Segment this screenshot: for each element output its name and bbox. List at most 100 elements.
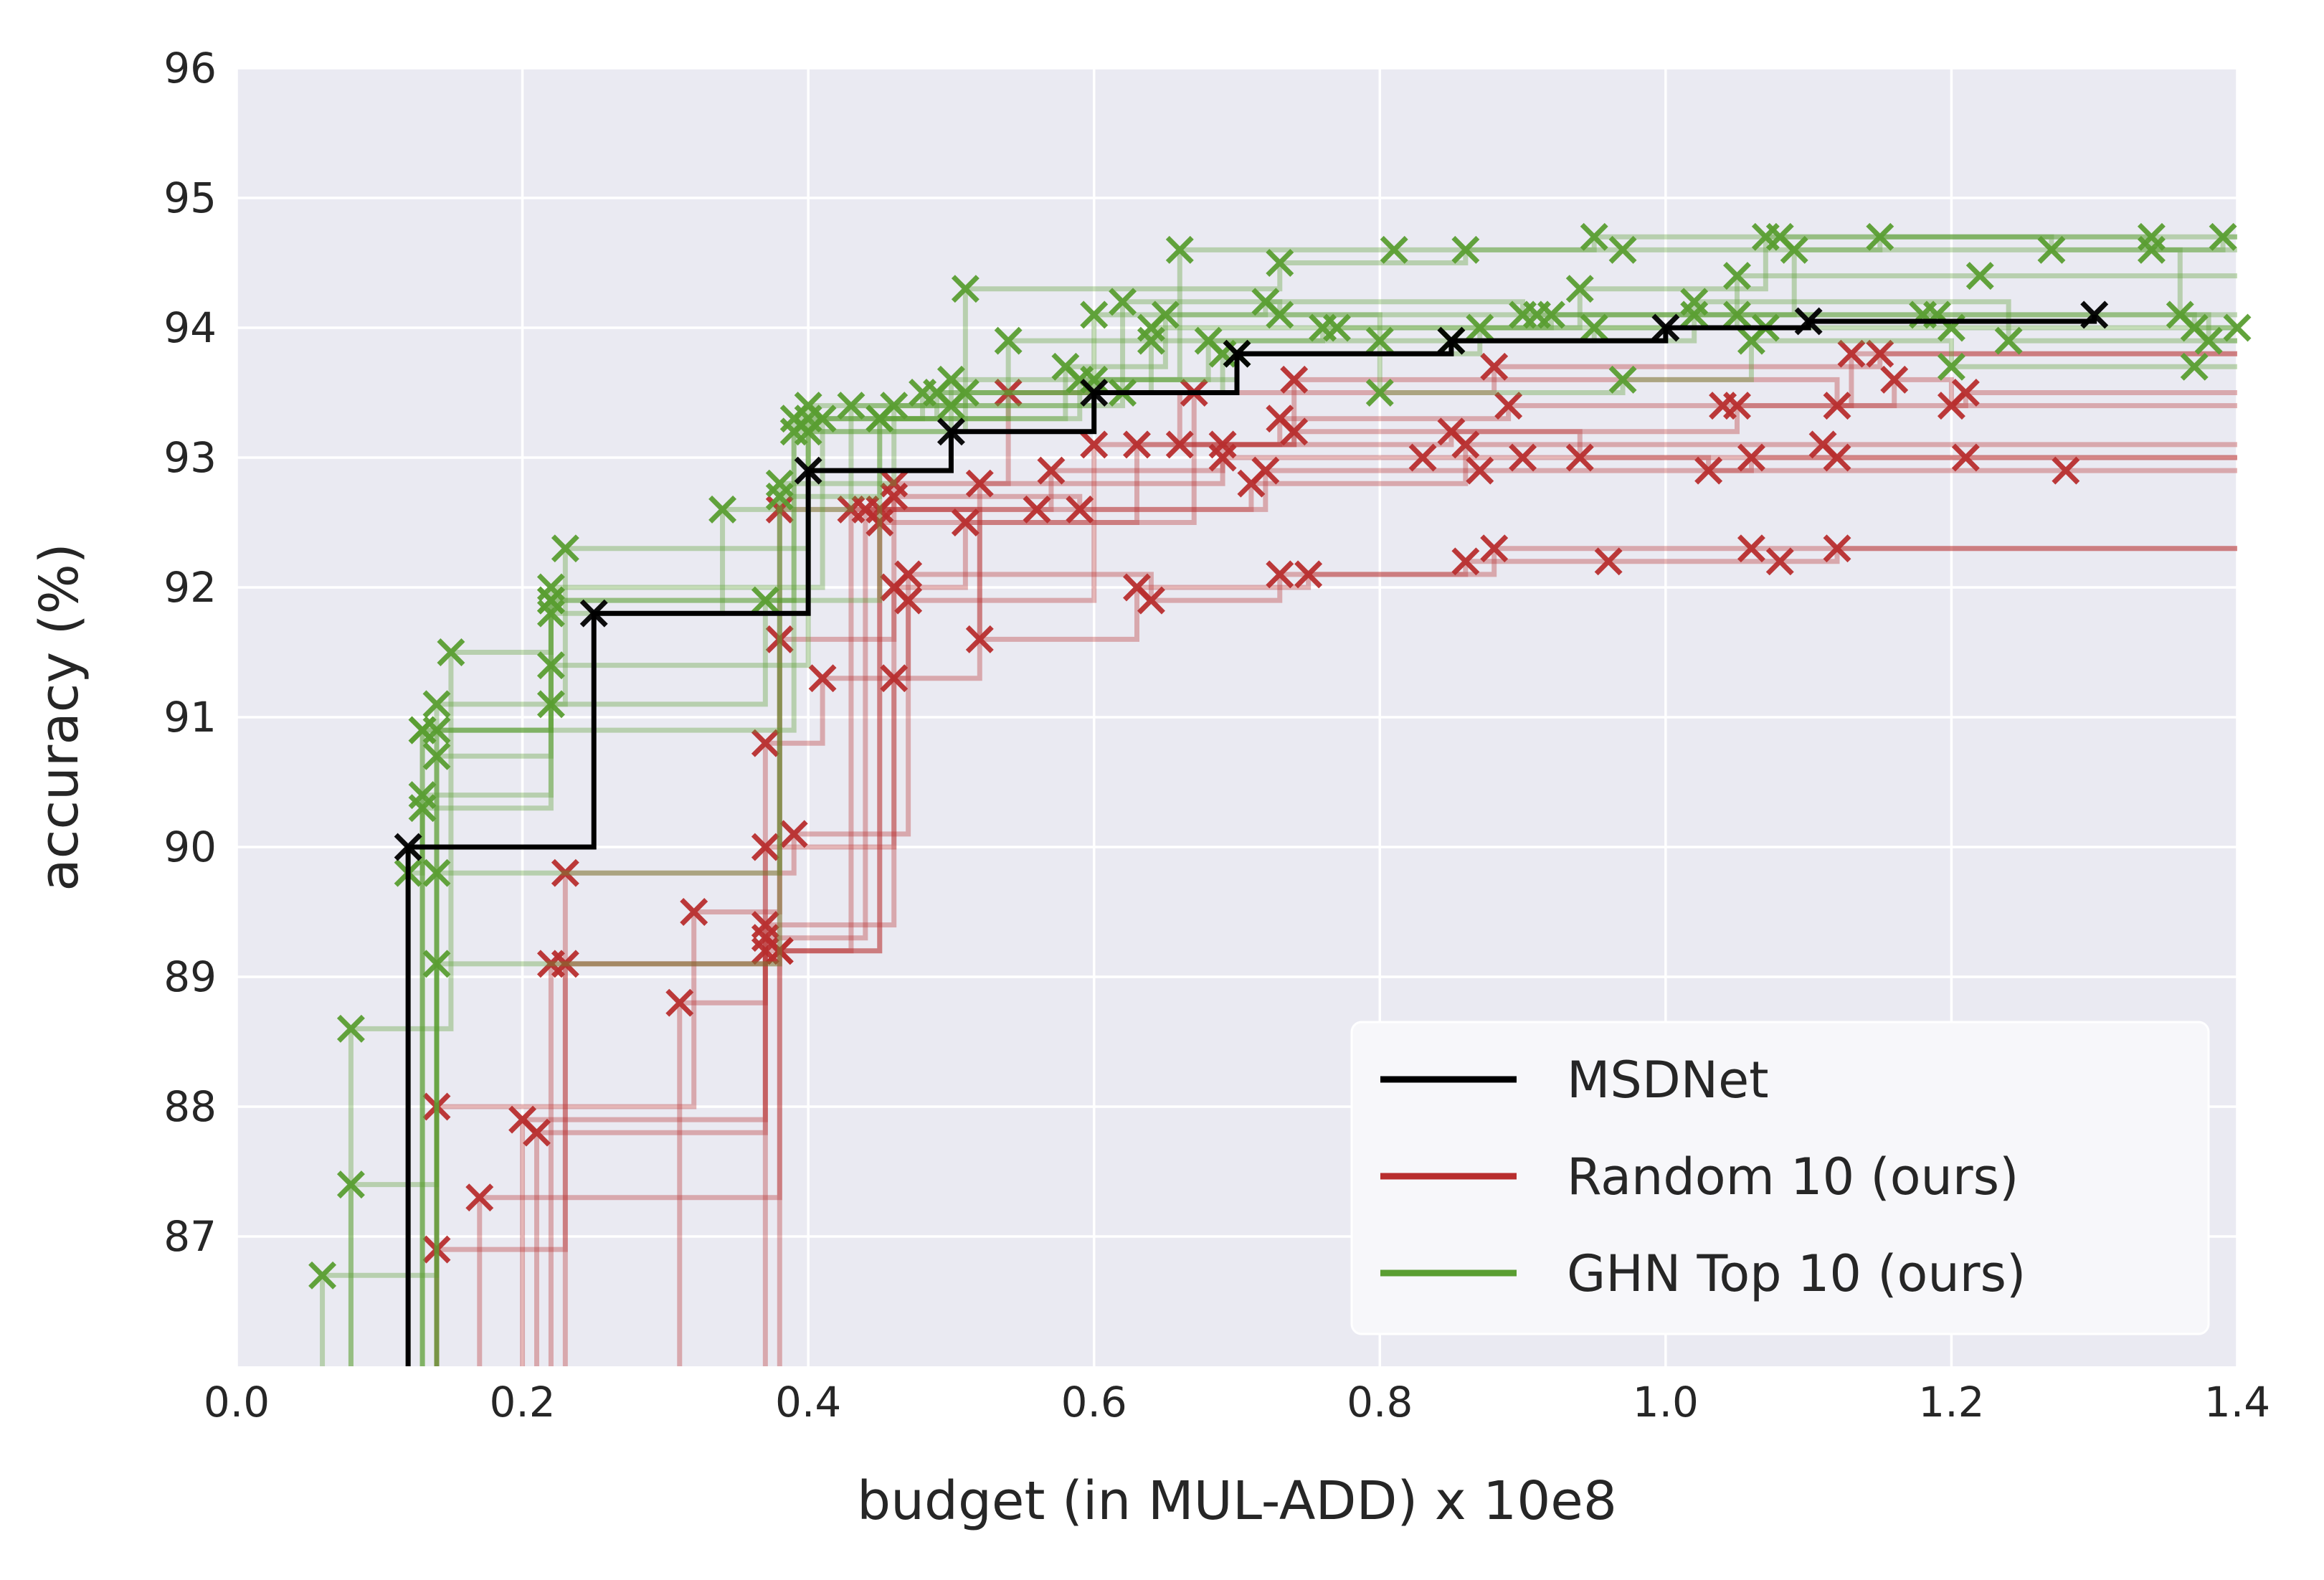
ghn-point-marker — [1080, 301, 1109, 329]
random-point-marker — [1080, 430, 1109, 459]
ghn-run-line — [405, 273, 2237, 1366]
ghn-point-marker — [1194, 326, 1223, 355]
random-point-marker — [1294, 560, 1323, 589]
random-run-line — [534, 429, 2237, 1366]
x-tick-label: 0.8 — [1347, 1378, 1413, 1427]
random-point-marker — [1123, 430, 1151, 459]
ghn-point-marker — [1537, 301, 1565, 329]
random-point-marker — [665, 988, 694, 1017]
random-point-marker — [1066, 495, 1094, 524]
random-point-marker — [965, 625, 994, 653]
ghn-point-marker — [865, 405, 894, 433]
ghn-point-marker — [536, 690, 565, 719]
ghn-point-marker — [408, 716, 437, 744]
random-point-marker — [1951, 443, 1980, 472]
random-point-marker — [1694, 456, 1723, 485]
ghn-point-marker — [1751, 222, 1780, 251]
random-point-marker — [894, 560, 923, 589]
x-tick-label: 1.4 — [2204, 1378, 2270, 1427]
y-axis-label: accuracy (%) — [29, 543, 90, 891]
ghn-point-marker — [765, 482, 794, 511]
random-run-line — [434, 455, 2237, 1366]
x-axis-label: budget (in MUL-ADD) x 10e8 — [857, 1470, 1617, 1532]
ghn-point-marker — [422, 690, 451, 719]
ghn-point-marker — [1608, 365, 1637, 394]
ghn-point-marker — [1723, 262, 1751, 290]
y-tick-label: 87 — [163, 1212, 217, 1261]
random-point-marker — [751, 729, 779, 757]
random-point-marker — [1266, 560, 1294, 589]
ghn-point-marker — [1565, 275, 1594, 303]
ghn-point-marker — [1309, 313, 1337, 342]
random-point-marker — [1451, 547, 1480, 576]
ghn-point-marker — [1137, 326, 1165, 355]
ghn-point-marker — [1723, 301, 1751, 329]
ghn-point-marker — [1365, 326, 1394, 355]
ghn-point-marker — [551, 534, 579, 563]
ghn-point-marker — [408, 794, 437, 823]
random-point-marker — [779, 820, 808, 848]
ghn-point-marker — [1151, 301, 1180, 329]
random-point-marker — [751, 924, 779, 952]
legend-label-ghn: GHN Top 10 (ours) — [1567, 1244, 2026, 1303]
legend-label-random: Random 10 (ours) — [1567, 1148, 2019, 1206]
random-point-marker — [880, 469, 909, 498]
random-point-marker — [1123, 573, 1151, 602]
ghn-point-marker — [779, 417, 808, 446]
y-tick-label: 95 — [163, 174, 217, 222]
ghn-run-line — [419, 247, 2237, 1366]
random-run-line — [677, 442, 2237, 1366]
random-point-marker — [1823, 392, 1851, 420]
x-axis-ticks: 0.0 0.2 0.4 0.6 0.8 1.0 1.2 1.4 — [204, 1378, 2270, 1427]
ghn-point-marker — [2209, 222, 2237, 251]
msdnet-series — [394, 301, 2109, 1366]
random-point-marker — [1208, 430, 1237, 459]
ghn-point-marker — [909, 379, 937, 407]
ghn-point-marker — [2180, 352, 2209, 381]
random-point-marker — [1709, 392, 1737, 420]
random-point-marker — [1165, 430, 1194, 459]
y-tick-label: 89 — [163, 952, 217, 1001]
ghn-point-marker — [1580, 313, 1608, 342]
random-point-marker — [1480, 352, 1509, 381]
ghn-point-marker — [1965, 262, 1994, 290]
random-point-marker — [1466, 456, 1494, 485]
random-run-line — [562, 546, 2237, 1366]
msdnet-point-marker — [2080, 301, 2109, 329]
ghn-point-marker — [951, 275, 980, 303]
legend-box — [1350, 1021, 2210, 1335]
random-point-marker — [1451, 430, 1480, 459]
random-point-marker — [1880, 365, 1909, 394]
ghn-point-marker — [1866, 222, 1894, 251]
ghn-point-marker — [536, 599, 565, 628]
random-point-marker — [951, 508, 980, 536]
ghn-point-marker — [936, 392, 965, 420]
y-tick-label: 91 — [163, 693, 217, 742]
ghn-point-marker — [1109, 288, 1137, 316]
ghn-point-marker — [1780, 235, 1808, 264]
random-point-marker — [422, 1235, 451, 1264]
random-point-marker — [1737, 443, 1765, 472]
random-point-marker — [994, 379, 1023, 407]
random-point-marker — [1509, 443, 1537, 472]
y-tick-label: 93 — [163, 433, 217, 482]
ghn-point-marker — [422, 742, 451, 770]
ghn-point-marker — [1580, 222, 1608, 251]
ghn-point-marker — [437, 638, 465, 666]
y-tick-label: 90 — [163, 823, 217, 871]
ghn-run-line — [434, 338, 2237, 1366]
ghn-point-marker — [336, 1170, 365, 1199]
random-point-marker — [1594, 547, 1623, 576]
x-tick-label: 0.0 — [204, 1378, 270, 1427]
random-point-marker — [1737, 534, 1765, 563]
msdnet-point-marker — [1080, 379, 1109, 407]
ghn-point-marker — [1451, 235, 1480, 264]
ghn-point-marker — [708, 495, 737, 524]
ghn-run-line — [434, 312, 2237, 1366]
random-point-marker — [680, 898, 708, 926]
ghn-point-marker — [751, 586, 779, 615]
ghn-point-marker — [1608, 235, 1637, 264]
y-axis-ticks: 87 88 89 90 91 92 93 94 95 96 — [163, 44, 217, 1261]
random-point-marker — [965, 469, 994, 498]
